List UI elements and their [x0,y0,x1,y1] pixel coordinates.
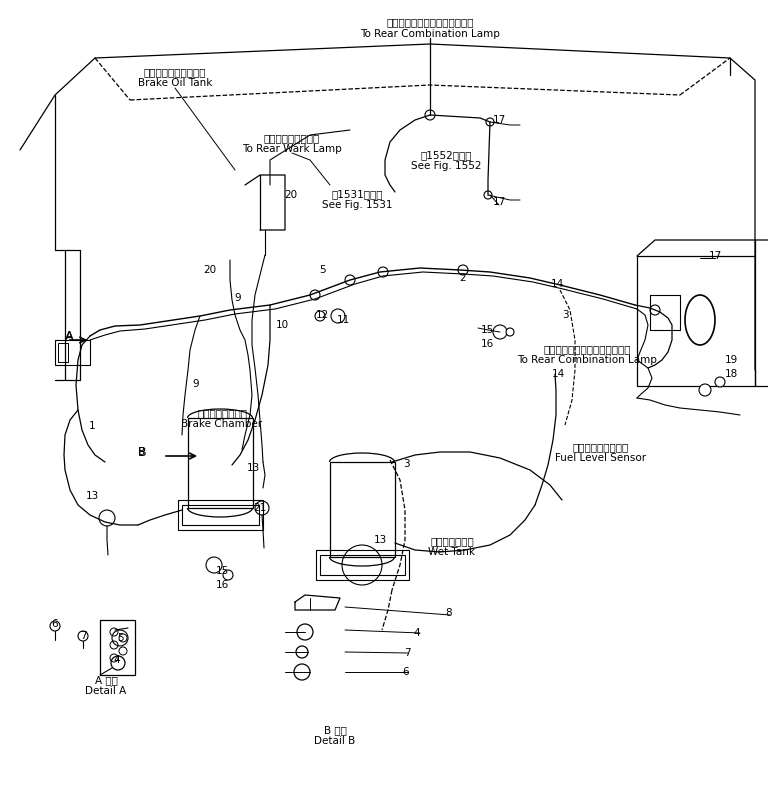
Text: Brake Chamber: Brake Chamber [181,419,263,429]
Text: A: A [65,331,72,341]
Bar [182,505,259,525]
Bar [316,550,409,580]
Text: 17: 17 [492,115,505,125]
Text: 13: 13 [373,535,386,545]
Circle shape [699,384,711,396]
Bar [55,340,90,365]
Bar [330,462,395,557]
Text: A 詳細: A 詳細 [94,675,118,685]
Text: 15: 15 [480,325,494,335]
Text: Detail B: Detail B [314,736,356,746]
Circle shape [331,309,345,323]
Circle shape [315,311,325,321]
Text: 17: 17 [708,251,722,261]
Circle shape [650,305,660,315]
Text: To Rear Wark Lamp: To Rear Wark Lamp [242,144,342,154]
Text: 10: 10 [276,320,289,330]
Text: See Fig. 1552: See Fig. 1552 [411,161,482,171]
Text: 7: 7 [80,631,86,641]
Bar [178,500,263,530]
Text: 17: 17 [492,197,505,207]
Text: A: A [65,330,73,343]
Text: 16: 16 [215,580,229,590]
Circle shape [506,328,514,336]
Text: 9: 9 [235,293,241,303]
Text: 13: 13 [247,463,260,473]
Text: 4: 4 [114,655,121,665]
Text: 14: 14 [551,369,564,379]
Text: 6: 6 [51,619,58,629]
Text: See Fig. 1531: See Fig. 1531 [322,200,392,210]
Text: リヤワークランプへ: リヤワークランプへ [264,133,320,143]
Circle shape [345,275,355,285]
Bar [188,418,253,508]
Text: 21: 21 [253,503,266,513]
Text: リヤコンビネーションランプへ: リヤコンビネーションランプへ [386,17,474,27]
Text: 13: 13 [85,491,98,501]
Text: 7: 7 [404,648,410,658]
Text: リヤコンビネーションランプへ: リヤコンビネーションランプへ [543,344,631,354]
Circle shape [378,267,388,277]
Text: 20: 20 [204,265,217,275]
Text: B 詳細: B 詳細 [323,725,346,735]
Text: 3: 3 [402,459,409,469]
Circle shape [486,118,494,126]
Text: 8: 8 [445,608,452,618]
Text: 5: 5 [117,633,124,643]
Bar [320,555,405,575]
Text: To Rear Combination Lamp: To Rear Combination Lamp [517,355,657,365]
Text: 2: 2 [460,273,466,283]
Text: Detail A: Detail A [85,686,127,696]
Bar [58,343,68,362]
Circle shape [425,110,435,120]
Text: 19: 19 [724,355,737,365]
Circle shape [484,191,492,199]
Text: 第1531図参照: 第1531図参照 [331,189,382,199]
Text: 18: 18 [724,369,737,379]
Text: B: B [138,447,146,457]
Text: 9: 9 [193,379,200,389]
Text: Fuel Level Sensor: Fuel Level Sensor [555,453,647,463]
Text: ブレーキオイルタンク: ブレーキオイルタンク [144,67,207,77]
Circle shape [310,290,320,300]
Text: ブレーキチャンバ: ブレーキチャンバ [197,408,247,418]
Text: 12: 12 [316,310,329,320]
Text: Wet Tank: Wet Tank [429,547,475,557]
Text: 3: 3 [561,310,568,320]
Text: 14: 14 [551,279,564,289]
Text: 第1552図参照: 第1552図参照 [420,150,472,160]
Text: ウェットタンク: ウェットタンク [430,536,474,546]
Bar [637,256,755,386]
Circle shape [493,325,507,339]
Text: 6: 6 [402,667,409,677]
Text: 15: 15 [215,566,229,576]
Text: 16: 16 [480,339,494,349]
Text: 20: 20 [284,190,297,200]
Text: フエルレベルセンサ: フエルレベルセンサ [573,442,629,452]
Bar [100,620,135,675]
Circle shape [715,377,725,387]
Circle shape [458,265,468,275]
Text: 5: 5 [319,265,326,275]
Text: To Rear Combination Lamp: To Rear Combination Lamp [360,29,500,39]
Text: 1: 1 [88,421,95,431]
Text: 4: 4 [414,628,420,638]
Text: 11: 11 [336,315,349,325]
Text: Brake Oil Tank: Brake Oil Tank [137,78,212,88]
Text: B: B [137,446,147,458]
